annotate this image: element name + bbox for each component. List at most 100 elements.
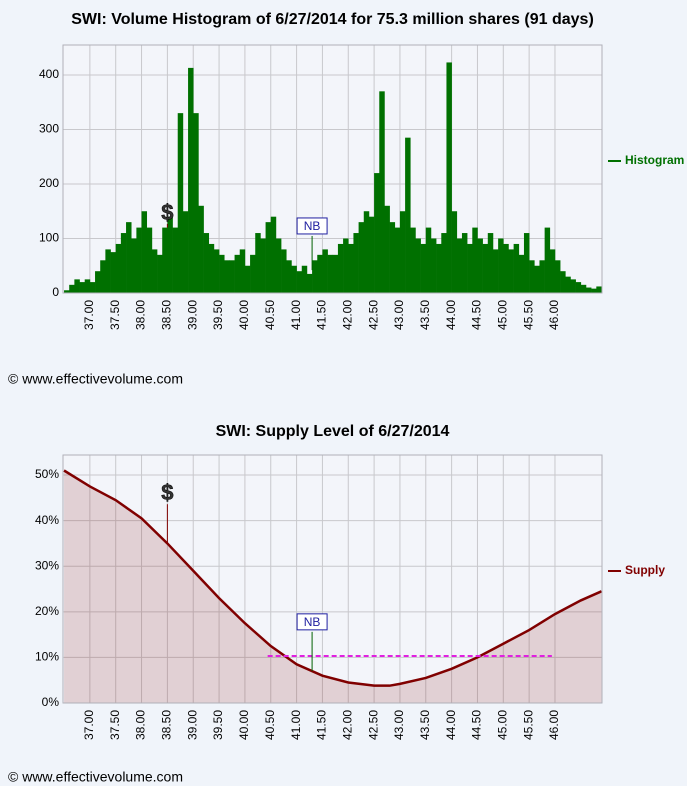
- histogram-bar: [234, 254, 241, 293]
- histogram-bar: [74, 279, 80, 293]
- histogram-bar: [554, 260, 561, 293]
- histogram-bar: [69, 284, 75, 293]
- histogram-bar: [353, 233, 359, 293]
- y-tick-label: 10%: [35, 650, 59, 664]
- y-tick-label: 100: [39, 231, 59, 245]
- histogram-bar: [120, 233, 127, 293]
- histogram-bar: [482, 243, 489, 293]
- y-tick-label: 0: [52, 285, 59, 299]
- histogram-bar: [224, 260, 230, 293]
- histogram-bar: [265, 222, 272, 293]
- histogram-bar: [498, 238, 504, 293]
- x-tick-label: 44.00: [444, 300, 458, 330]
- histogram-bar: [374, 173, 380, 293]
- x-tick-label: 41.50: [315, 300, 329, 330]
- histogram-bar: [270, 216, 277, 293]
- x-tick-label: 37.50: [108, 300, 122, 330]
- histogram-bar: [508, 249, 514, 293]
- x-tick-label: 44.50: [470, 710, 484, 740]
- histogram-bar: [157, 254, 163, 293]
- histogram-bar: [255, 233, 261, 293]
- histogram-bar: [64, 290, 70, 293]
- x-tick-label: 40.00: [237, 710, 251, 740]
- histogram-bar: [560, 271, 566, 293]
- histogram-bar: [281, 249, 287, 293]
- histogram-bar: [585, 287, 592, 293]
- histogram-bar: [136, 227, 142, 293]
- histogram-bar: [518, 254, 525, 293]
- histogram-bar: [198, 205, 204, 293]
- histogram-bar: [115, 243, 122, 293]
- histogram-bar: [477, 238, 483, 293]
- histogram-bar: [394, 227, 401, 293]
- histogram-bar: [492, 249, 499, 293]
- histogram-bar: [131, 238, 137, 293]
- annotation: NB: [304, 219, 321, 233]
- histogram-bar: [89, 282, 96, 293]
- histogram-bar: [415, 238, 421, 293]
- histogram-bar: [368, 216, 375, 293]
- histogram-bar: [151, 249, 158, 293]
- histogram-bar: [384, 205, 390, 293]
- x-tick-label: 43.50: [418, 300, 432, 330]
- histogram-bar: [379, 91, 385, 293]
- histogram-bar: [467, 243, 473, 293]
- histogram-bar: [544, 227, 551, 293]
- x-tick-label: 39.50: [211, 300, 225, 330]
- histogram-bar: [306, 273, 313, 293]
- histogram-bar: [549, 249, 556, 293]
- x-tick-label: 42.00: [340, 710, 354, 740]
- histogram-bar: [203, 233, 210, 293]
- histogram-bar: [296, 271, 303, 293]
- histogram-bar: [343, 238, 349, 293]
- annotation: $: [161, 480, 173, 505]
- histogram-bar: [441, 233, 447, 293]
- histogram-bar: [172, 227, 179, 293]
- x-tick-label: 41.00: [289, 300, 303, 330]
- histogram-bar: [405, 137, 411, 293]
- x-tick-label: 39.00: [185, 710, 199, 740]
- histogram-bar: [570, 279, 576, 293]
- histogram-bar: [348, 243, 354, 293]
- histogram-bar: [229, 260, 235, 293]
- x-tick-label: 42.00: [340, 300, 354, 330]
- histogram-bar: [182, 211, 189, 293]
- histogram-bar: [208, 243, 215, 293]
- histogram-bar: [513, 243, 520, 293]
- histogram-bar: [451, 211, 458, 293]
- x-tick-label: 44.00: [444, 710, 458, 740]
- histogram-bar: [141, 211, 148, 293]
- annotation-box: [296, 613, 328, 631]
- histogram-bar: [472, 227, 478, 293]
- histogram-bar: [523, 233, 530, 293]
- histogram-bar: [337, 243, 344, 293]
- histogram-bar: [250, 254, 256, 293]
- x-tick-label: 45.00: [495, 710, 509, 740]
- y-tick-label: 0%: [42, 695, 60, 709]
- annotation: NB: [304, 615, 321, 629]
- histogram-bar: [456, 238, 463, 293]
- y-tick-label: 20%: [35, 604, 59, 618]
- x-tick-label: 42.50: [366, 710, 380, 740]
- chart-title: SWI: Supply Level of 6/27/2014: [216, 423, 450, 440]
- histogram-bar: [503, 243, 509, 293]
- supply-line: [63, 469, 602, 687]
- histogram-bar: [399, 211, 406, 293]
- histogram-bar: [389, 222, 396, 293]
- histogram-bar: [177, 113, 184, 293]
- x-tick-label: 43.00: [392, 710, 406, 740]
- histogram-bar: [239, 249, 246, 293]
- histogram-bar: [126, 222, 132, 293]
- x-tick-label: 38.50: [160, 300, 174, 330]
- histogram-bar: [596, 286, 602, 293]
- histogram-bar: [317, 254, 323, 293]
- area-fill: [64, 470, 602, 703]
- histogram-bar: [167, 216, 173, 293]
- histogram-bar: [591, 288, 597, 293]
- histogram-bar: [100, 260, 106, 293]
- histogram-bar: [146, 227, 153, 293]
- x-tick-label: 40.00: [237, 300, 251, 330]
- y-tick-label: 30%: [35, 558, 59, 572]
- x-tick-label: 37.00: [82, 710, 96, 740]
- plot-border: [62, 44, 603, 294]
